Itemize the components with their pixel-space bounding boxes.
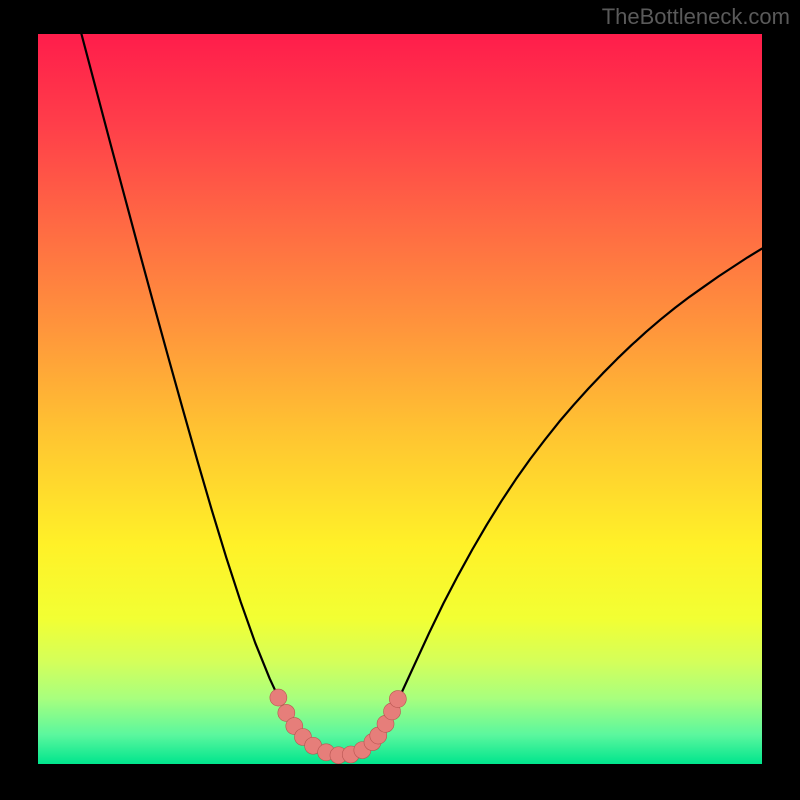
data-marker: [389, 691, 406, 708]
data-marker: [270, 689, 287, 706]
chart-svg: [38, 34, 762, 764]
chart-container: TheBottleneck.com: [0, 0, 800, 800]
plot-area: [38, 34, 762, 764]
watermark-text: TheBottleneck.com: [602, 4, 790, 30]
gradient-background: [38, 34, 762, 764]
